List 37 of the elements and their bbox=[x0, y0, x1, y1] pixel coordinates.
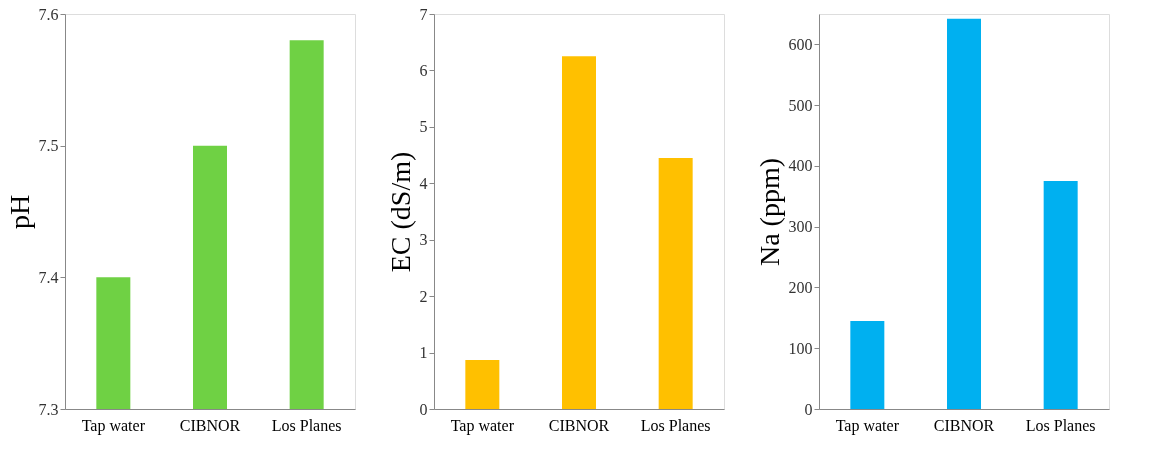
y-tick-label: 7.3 bbox=[38, 400, 59, 418]
bar bbox=[658, 157, 693, 409]
y-tick-label: 1 bbox=[419, 344, 428, 362]
y-tick-label: 7.6 bbox=[38, 5, 59, 23]
y-tick-label: 400 bbox=[788, 157, 813, 175]
y-tick-label: 600 bbox=[788, 35, 813, 53]
x-tick-label: CIBNOR bbox=[179, 416, 241, 434]
y-tick-label: 0 bbox=[804, 400, 813, 418]
y-tick-label: 6 bbox=[419, 61, 428, 79]
bar bbox=[465, 359, 500, 409]
bar bbox=[947, 18, 981, 409]
y-axis-title: pH bbox=[3, 194, 35, 230]
bar bbox=[1043, 181, 1078, 409]
y-tick-label: 0 bbox=[419, 400, 428, 418]
x-tick-label: Los Planes bbox=[1025, 416, 1096, 434]
x-tick-label: CIBNOR bbox=[933, 416, 995, 434]
y-tick-label: 4 bbox=[419, 174, 428, 192]
y-tick-label: 500 bbox=[788, 96, 813, 114]
y-tick-label: 3 bbox=[419, 231, 428, 249]
bar bbox=[562, 56, 596, 409]
bar bbox=[850, 320, 885, 409]
x-tick-label: Tap water bbox=[450, 416, 515, 435]
x-tick-label: Tap water bbox=[81, 416, 146, 435]
y-tick-label: 5 bbox=[419, 118, 428, 136]
y-tick-label: 100 bbox=[788, 339, 813, 357]
y-axis-title: Na (ppm) bbox=[753, 157, 785, 267]
x-tick-label: CIBNOR bbox=[548, 416, 610, 434]
y-tick-label: 200 bbox=[788, 278, 813, 296]
y-tick-label: 300 bbox=[788, 218, 813, 236]
x-tick-label: Los Planes bbox=[271, 416, 342, 434]
x-tick-label: Los Planes bbox=[640, 416, 711, 434]
y-tick-label: 7.5 bbox=[38, 137, 59, 155]
y-tick-label: 7 bbox=[419, 5, 428, 23]
y-tick-label: 7.4 bbox=[38, 268, 59, 286]
y-axis-title: EC (dS/m) bbox=[384, 151, 416, 273]
x-tick-label: Tap water bbox=[835, 416, 900, 435]
y-tick-label: 2 bbox=[419, 287, 428, 305]
